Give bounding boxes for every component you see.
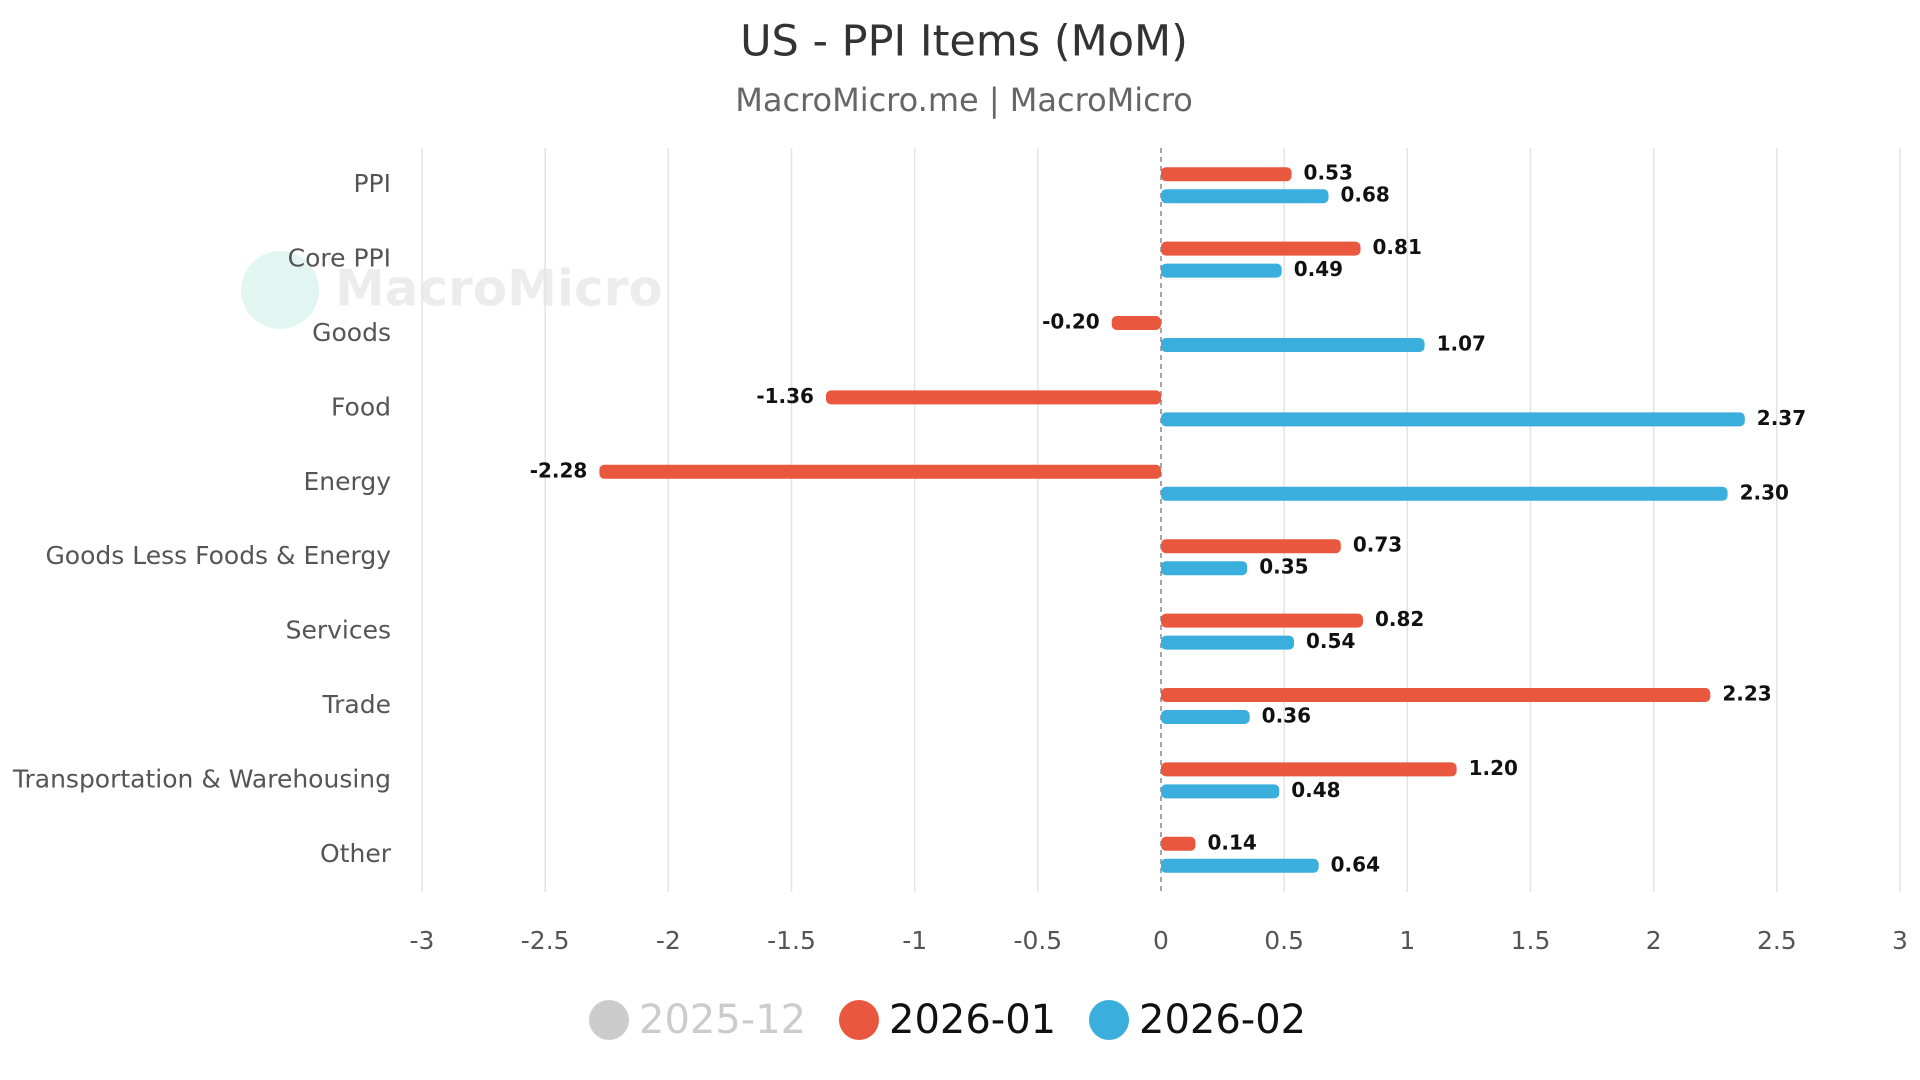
bar <box>1161 688 1711 702</box>
bar <box>1161 263 1282 278</box>
y-tick-label: Food <box>331 392 391 421</box>
value-label: 0.64 <box>1331 852 1380 876</box>
x-tick-label: 0.5 <box>1264 926 1304 955</box>
value-label: 0.36 <box>1262 704 1311 728</box>
value-label: 0.14 <box>1207 830 1256 854</box>
bar <box>1161 338 1425 352</box>
value-label: 1.07 <box>1437 332 1486 356</box>
value-label: 0.48 <box>1291 778 1340 802</box>
x-tick-label: -2 <box>656 926 681 955</box>
chart-title: US - PPI Items (MoM) <box>740 17 1188 67</box>
x-tick-label: 0 <box>1153 926 1169 955</box>
value-label: 2.23 <box>1722 682 1771 706</box>
legend-item[interactable]: 2025-12 <box>589 997 806 1043</box>
value-label: 0.73 <box>1353 533 1402 557</box>
legend-label: 2025-12 <box>639 997 806 1043</box>
bar <box>1161 189 1329 204</box>
chart-subtitle: MacroMicro.me | MacroMicro <box>735 81 1193 119</box>
watermark-text: MacroMicro <box>335 260 663 318</box>
value-label: 0.54 <box>1306 629 1355 653</box>
value-label: 0.82 <box>1375 607 1424 631</box>
value-label: 2.37 <box>1757 406 1806 430</box>
legend-label: 2026-02 <box>1139 997 1306 1043</box>
x-tick-label: 3 <box>1892 926 1908 955</box>
bar <box>825 390 1161 405</box>
legend-item[interactable]: 2026-02 <box>1089 997 1306 1043</box>
y-tick-label: Goods Less Foods & Energy <box>45 541 391 570</box>
y-tick-label: Core PPI <box>288 244 391 273</box>
bar <box>1161 561 1248 576</box>
value-label: 0.35 <box>1259 555 1308 579</box>
x-tick-label: 2.5 <box>1757 926 1797 955</box>
bar <box>1161 241 1361 256</box>
value-label: 0.53 <box>1304 161 1353 185</box>
y-tick-label: Trade <box>322 690 391 719</box>
y-tick-label: Energy <box>303 467 391 496</box>
bar <box>1161 836 1196 851</box>
x-tick-label: -1 <box>902 926 927 955</box>
y-tick-label: PPI <box>353 169 391 198</box>
legend-swatch <box>1089 1000 1129 1040</box>
value-label: 0.68 <box>1341 183 1390 207</box>
x-tick-label: 2 <box>1646 926 1662 955</box>
y-tick-label: Goods <box>312 318 391 347</box>
value-label: 0.81 <box>1373 235 1422 259</box>
bar <box>1161 762 1457 777</box>
x-tick-label: -1.5 <box>767 926 816 955</box>
legend-item[interactable]: 2026-01 <box>839 997 1056 1043</box>
legend-swatch <box>839 1000 879 1040</box>
value-label: -0.20 <box>1042 310 1100 334</box>
watermark: MacroMicro <box>241 251 663 329</box>
y-tick-label: Transportation & Warehousing <box>12 764 391 793</box>
value-label: 0.49 <box>1294 257 1343 281</box>
y-tick-label: Other <box>320 839 392 868</box>
bar <box>1161 167 1292 182</box>
bar <box>1161 784 1280 799</box>
y-tick-label: Services <box>286 616 391 645</box>
watermark-logo <box>241 251 319 329</box>
bar <box>599 464 1161 479</box>
x-tick-label: -2.5 <box>521 926 570 955</box>
bar <box>1161 613 1363 628</box>
x-tick-label: 1 <box>1399 926 1415 955</box>
bar <box>1161 710 1250 724</box>
x-tick-label: -0.5 <box>1013 926 1062 955</box>
x-tick-label: -3 <box>410 926 435 955</box>
x-tick-label: 1.5 <box>1511 926 1551 955</box>
value-label: -2.28 <box>530 458 588 482</box>
bar <box>1161 858 1319 873</box>
bar <box>1161 412 1745 427</box>
value-label: 2.30 <box>1740 480 1789 504</box>
bar <box>1161 635 1295 650</box>
legend-swatch <box>589 1000 629 1040</box>
value-label: 1.20 <box>1469 756 1518 780</box>
legend-label: 2026-01 <box>889 997 1056 1043</box>
value-label: -1.36 <box>756 384 814 408</box>
bar <box>1111 316 1161 330</box>
bar <box>1161 486 1728 501</box>
bar <box>1161 539 1341 554</box>
